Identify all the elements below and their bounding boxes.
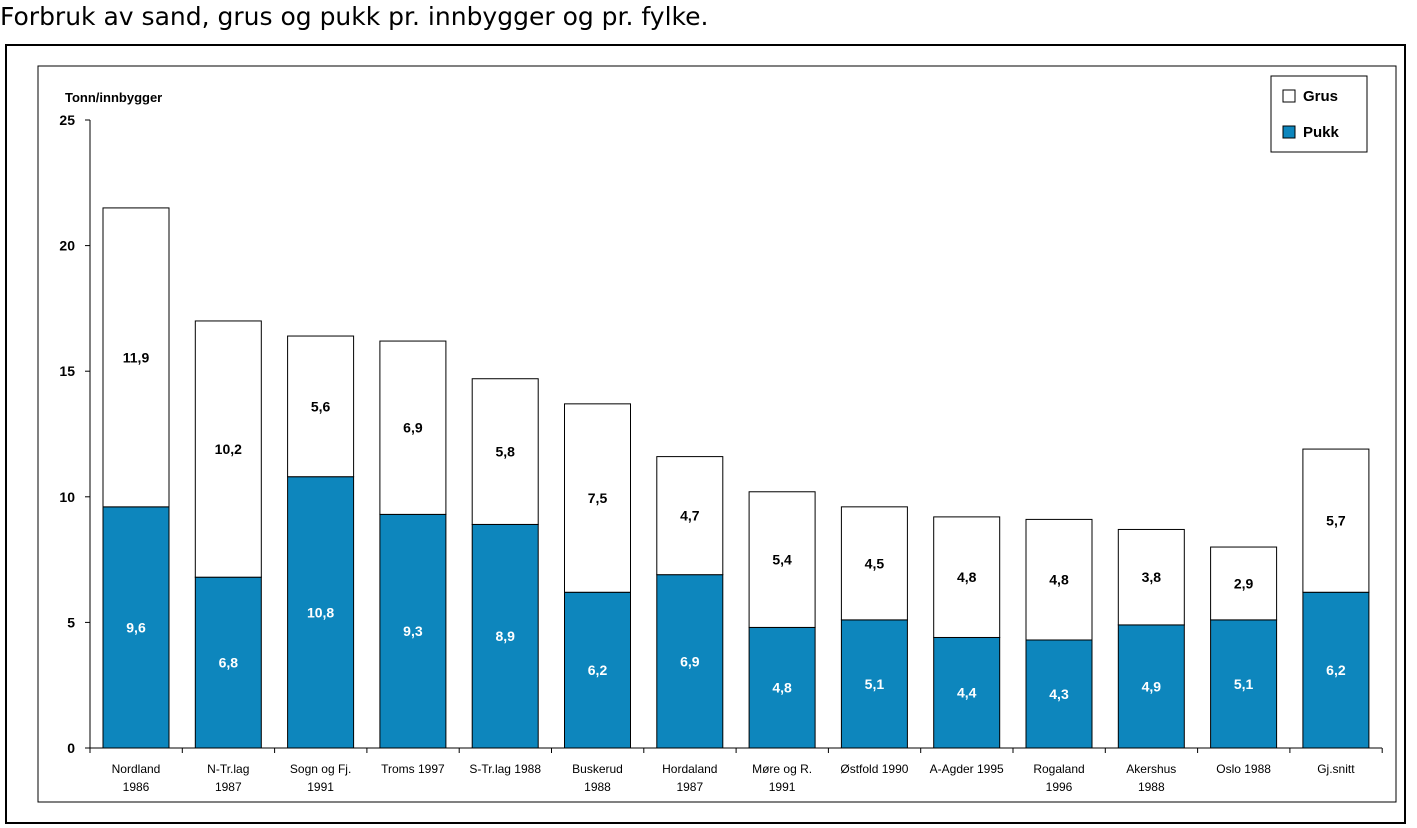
data-label-pukk: 4,4 [957, 685, 977, 701]
x-tick-label: Oslo 1988 [1216, 762, 1271, 776]
bar-pukk [933, 636, 1001, 749]
data-label-grus: 5,6 [311, 398, 331, 414]
bar-grus [933, 516, 1001, 638]
x-tick-label: 1996 [1046, 780, 1073, 794]
y-axis-title: Tonn/innbygger [65, 90, 162, 105]
x-tick-label: Buskerud [572, 762, 623, 776]
data-label-grus: 6,9 [403, 420, 423, 436]
y-tick-label: 25 [59, 112, 75, 128]
bar-grus [194, 320, 262, 578]
y-tick-label: 10 [59, 489, 75, 505]
legend: Grus Pukk [1270, 75, 1368, 153]
data-label-grus: 5,4 [772, 552, 792, 568]
data-label-grus: 5,7 [1326, 513, 1346, 529]
y-tick-label: 0 [67, 740, 75, 756]
bar-grus [840, 506, 908, 621]
chart: Tonn/innbygger 0 5 10 15 20 25 9,6 11,9 6,8 10,2… [37, 65, 1397, 803]
data-label-grus: 11,9 [123, 349, 150, 365]
y-axis: 0 5 10 15 20 25 [59, 112, 91, 756]
data-label-grus: 5,8 [495, 444, 515, 460]
bar-grus [471, 378, 539, 525]
bar-pukk [194, 576, 262, 749]
data-label-pukk: 4,9 [1142, 678, 1162, 694]
bar-pukk [748, 626, 816, 749]
bar-grus [287, 335, 355, 478]
bar-grus [1210, 546, 1278, 621]
x-tick-label: Møre og R. [752, 762, 812, 776]
y-tick-label: 5 [67, 614, 75, 630]
data-label-pukk: 4,3 [1049, 686, 1069, 702]
bar-grus [1117, 528, 1185, 626]
bar-grus [1302, 448, 1370, 593]
bar-grus [748, 491, 816, 628]
bar-pukk [840, 619, 908, 749]
x-tick-label: 1987 [215, 780, 242, 794]
bar-pukk [471, 523, 539, 749]
bar-grus [656, 456, 724, 576]
bar-grus [1025, 518, 1093, 641]
x-tick-label: N-Tr.lag [207, 762, 249, 776]
x-tick-label: Rogaland [1033, 762, 1084, 776]
data-label-pukk: 9,3 [403, 623, 423, 639]
bar-pukk [564, 591, 631, 749]
legend-swatch-grus [1282, 89, 1296, 103]
x-tick-label: Nordland [112, 762, 161, 776]
x-tick-label: 1988 [1138, 780, 1165, 794]
x-tick-label: Gj.snitt [1317, 762, 1355, 776]
x-tick-label: A-Agder 1995 [930, 762, 1004, 776]
x-tick-label: Sogn og Fj. [290, 762, 351, 776]
x-tick-label: 1988 [584, 780, 611, 794]
bar-pukk [1025, 639, 1093, 749]
x-tick-label: Østfold 1990 [840, 762, 908, 776]
x-tick-label: 1986 [123, 780, 150, 794]
data-label-pukk: 6,8 [219, 655, 239, 671]
x-tick-label: Hordaland [662, 762, 717, 776]
legend-box [1270, 75, 1368, 153]
data-label-grus: 2,9 [1234, 575, 1254, 591]
x-axis: Nordland 1986 N-Tr.lag 1987 Sogn og Fj. 1991 T… [89, 747, 1383, 794]
data-label-grus: 10,2 [215, 441, 242, 457]
legend-label-pukk: Pukk [1303, 124, 1340, 141]
page-title: Forbruk av sand, grus og pukk pr. innbyg… [0, 2, 709, 31]
x-tick-label: Troms 1997 [381, 762, 445, 776]
x-tick-label: Akershus [1126, 762, 1176, 776]
x-tick-label: 1987 [676, 780, 703, 794]
legend-swatch-pukk [1282, 125, 1296, 139]
data-label-pukk: 4,8 [772, 680, 792, 696]
data-label-pukk: 5,1 [1234, 676, 1254, 692]
bar-grus [379, 340, 447, 515]
data-label-pukk: 8,9 [495, 628, 515, 644]
bars: 9,6 11,9 6,8 10,2 10,8 5,6 9,3 6,9 8,9 5,8 6,2 7,5 6… [102, 207, 1370, 749]
bar-pukk [379, 513, 447, 749]
data-label-grus: 3,8 [1142, 569, 1162, 585]
x-tick-label: 1991 [769, 780, 796, 794]
data-label-pukk: 5,1 [865, 676, 885, 692]
bar-pukk [1210, 619, 1278, 749]
data-label-grus: 4,5 [865, 555, 885, 571]
data-label-grus: 7,5 [588, 490, 608, 506]
y-tick-label: 20 [59, 238, 75, 254]
data-label-pukk: 10,8 [307, 604, 334, 620]
y-tick-label: 15 [59, 363, 75, 379]
data-label-grus: 4,7 [680, 508, 700, 524]
bar-grus [102, 207, 170, 508]
data-label-pukk: 6,2 [588, 662, 608, 678]
legend-label-grus: Grus [1303, 88, 1338, 105]
chart-frame: Tonn/innbygger 0 5 10 15 20 25 9,6 11,9 6,8 10,2… [5, 44, 1406, 824]
data-label-pukk: 6,2 [1326, 662, 1346, 678]
x-tick-label: S-Tr.lag 1988 [469, 762, 541, 776]
bar-pukk [1302, 591, 1370, 749]
data-label-grus: 4,8 [957, 569, 977, 585]
bar-grus [564, 403, 631, 593]
data-label-pukk: 9,6 [126, 619, 146, 635]
bar-pukk [1117, 624, 1185, 749]
data-label-pukk: 6,9 [680, 653, 700, 669]
x-tick-label: 1991 [307, 780, 334, 794]
data-label-grus: 4,8 [1049, 572, 1069, 588]
